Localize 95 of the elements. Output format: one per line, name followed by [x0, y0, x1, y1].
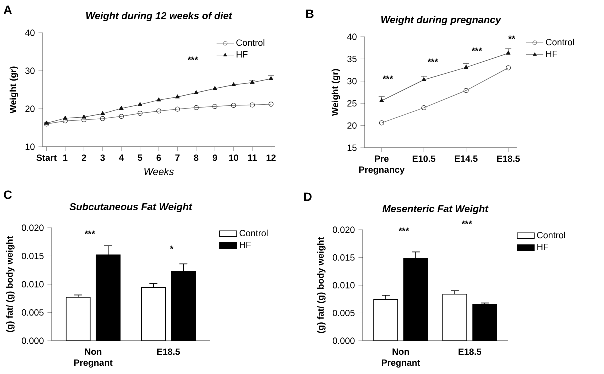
y-tick-label: 20 — [26, 106, 35, 112]
legend-label: Control — [236, 39, 265, 46]
point — [379, 120, 384, 126]
annotation: *** — [398, 228, 410, 232]
point — [100, 111, 106, 116]
x-tick-label: 10 — [229, 154, 238, 162]
y-tick-label: 0.010 — [333, 282, 355, 289]
x-tick-label: Non Pregnant — [74, 348, 113, 368]
y-tick-label: 40 — [25, 30, 35, 36]
legend-label: HF — [538, 244, 549, 250]
y-tick-label: 25 — [348, 100, 357, 107]
x-tick-label: 6 — [156, 154, 162, 162]
point — [156, 108, 162, 114]
legend-label: HF — [240, 242, 252, 248]
point — [250, 102, 256, 108]
point — [100, 116, 106, 122]
y-axis-title: (g) fat/ (g) body weight — [6, 236, 15, 332]
point — [194, 105, 199, 110]
text: A — [4, 6, 12, 14]
annotation: *** — [428, 58, 438, 62]
text: *** — [462, 220, 472, 224]
x-tick-label: Pre Pregnancy — [359, 156, 405, 175]
point — [119, 114, 124, 120]
legend-label: HF — [236, 51, 248, 58]
y-axis-title: Weight (gr) — [332, 69, 340, 116]
x-tick-label: 3 — [100, 154, 106, 162]
annotation: ** — [508, 36, 516, 40]
x-tick-label: 7 — [176, 154, 180, 161]
x-tick-label: E14.5 — [455, 156, 478, 162]
y-tick-label: 0.015 — [333, 254, 355, 261]
y-tick-label: 0.005 — [333, 310, 355, 316]
y-tick-label: 15 — [348, 144, 357, 152]
point — [212, 104, 218, 110]
annotation: *** — [382, 76, 394, 80]
x-tick-label: 5 — [138, 154, 143, 162]
y-tick-label: 0.000 — [333, 338, 355, 344]
legend-label: Control — [546, 38, 574, 46]
chart-title: Subcutaneous Fat Weight — [70, 203, 193, 212]
y-tick-label: 0.020 — [22, 224, 44, 232]
chart-title: Weight during pregnancy — [382, 16, 502, 26]
y-tick-label: 0.000 — [22, 338, 44, 344]
point — [194, 90, 199, 94]
y-tick-label: 35 — [348, 56, 357, 62]
legend-label: Control — [240, 230, 268, 237]
x-tick-label: E18.5 — [157, 348, 180, 356]
x-tick-label: 2 — [82, 154, 86, 162]
point — [175, 106, 180, 112]
point — [176, 94, 180, 99]
y-tick-label: 30 — [26, 68, 35, 74]
point — [138, 111, 143, 116]
y-tick-label: 0.020 — [333, 226, 355, 234]
point — [232, 82, 236, 86]
y-axis-title: (g) fat/ (g) body weight — [317, 237, 326, 334]
y-tick-label: 0.015 — [22, 253, 44, 260]
x-tick-label: Start — [36, 154, 57, 162]
point — [464, 88, 469, 94]
chart-title: Mesenteric Fat Weight — [382, 205, 489, 214]
annotation: * — [170, 246, 174, 250]
point — [268, 102, 274, 107]
point — [138, 102, 143, 106]
y-tick-label: 0.010 — [22, 281, 44, 288]
text: B — [306, 10, 314, 18]
y-tick-label: 0.005 — [22, 310, 44, 316]
x-tick-label: E18.5 — [497, 156, 520, 162]
legend-label: Control — [537, 232, 566, 239]
x-tick-label: 4 — [119, 154, 124, 161]
annotation: *** — [84, 230, 96, 234]
y-tick-label: 10 — [26, 144, 35, 150]
x-tick-label: E18.5 — [458, 348, 482, 356]
x-axis-title: Weeks — [144, 168, 174, 176]
x-tick-label: 12 — [266, 154, 276, 162]
text: C — [4, 190, 12, 200]
x-tick-label: 11 — [248, 154, 258, 161]
point — [156, 98, 162, 102]
y-tick-label: 40 — [347, 34, 357, 40]
point — [82, 114, 86, 119]
point — [231, 103, 236, 108]
text: D — [304, 192, 312, 202]
x-tick-label: 8 — [194, 154, 199, 162]
point — [119, 106, 124, 110]
point — [63, 116, 68, 120]
annotation: *** — [472, 48, 482, 52]
y-tick-label: 30 — [348, 78, 357, 85]
y-tick-label: 20 — [348, 122, 357, 129]
x-tick-label: 9 — [212, 154, 218, 162]
x-tick-label: E10.5 — [412, 156, 436, 162]
point — [422, 106, 427, 111]
legend-label: HF — [546, 50, 558, 58]
point — [212, 86, 218, 90]
annotation: *** — [188, 56, 198, 60]
point — [506, 66, 512, 71]
y-axis-title: Weight (gr) — [10, 66, 18, 114]
chart-title: Weight during 12 weeks of diet — [86, 12, 233, 22]
x-tick-label: 1 — [64, 154, 68, 161]
x-tick-label: Non Pregnant — [382, 348, 420, 368]
